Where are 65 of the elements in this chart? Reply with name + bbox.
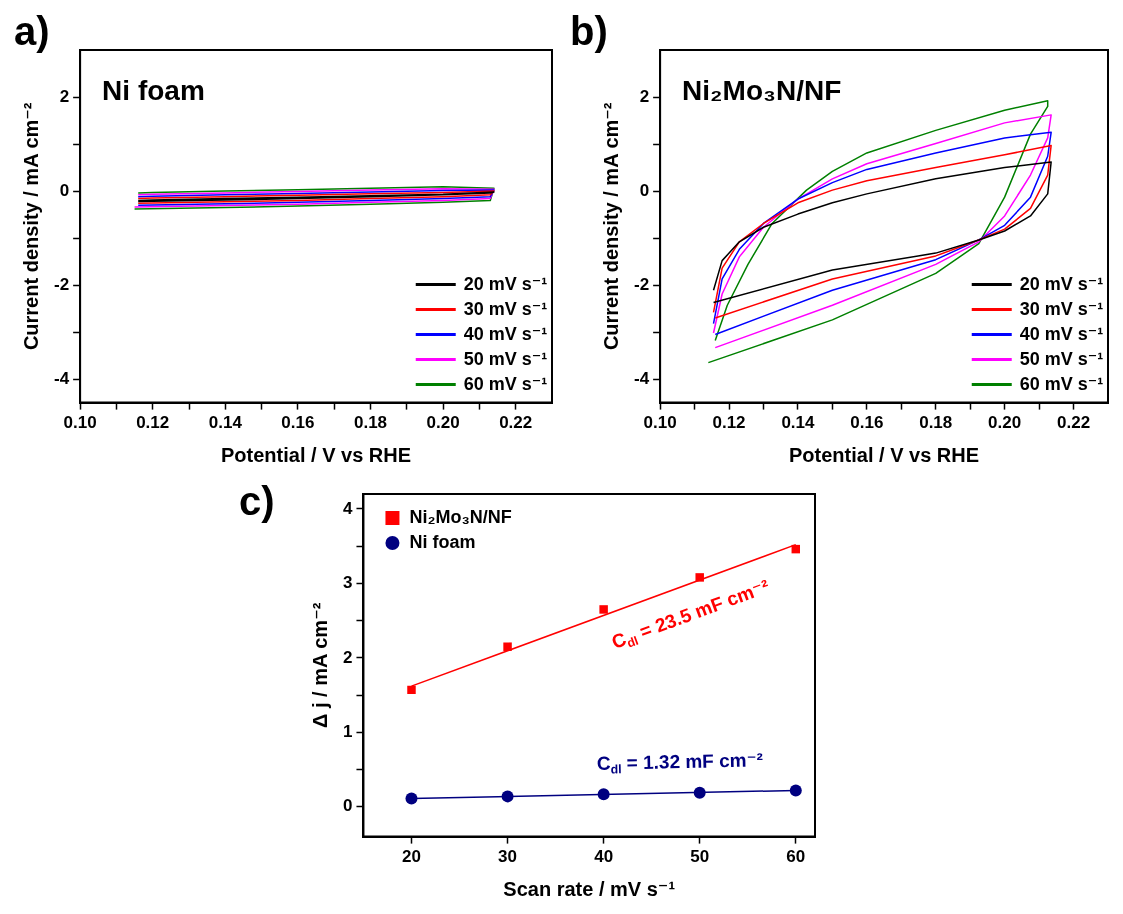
x-tick-label: 0.22 (1057, 413, 1091, 433)
x-axis-title: Potential / V vs RHE (789, 443, 980, 466)
y-tick-label: -2 (53, 274, 70, 294)
x-tick-label: 0.12 (136, 413, 170, 433)
text: a) (14, 9, 50, 54)
x-tick-label: 0.14 (208, 413, 243, 433)
x-axis-title: Scan rate / mV s⁻¹ (503, 877, 676, 900)
y-tick-label: 2 (639, 86, 650, 106)
legend-label: 40 mV s⁻¹ (463, 323, 548, 344)
x-tick-label: 40 (594, 847, 614, 867)
x-tick-label: 0.18 (919, 413, 953, 433)
y-axis-title: Current density / mA cm⁻² (599, 102, 622, 351)
text: c) (239, 479, 275, 524)
y-tick-label: 2 (59, 86, 70, 106)
y-axis-title: Δ j / mA cm⁻² (308, 602, 331, 728)
x-tick-label: 0.10 (63, 413, 97, 433)
y-tick-label: 0 (59, 180, 70, 200)
legend-label: 50 mV s⁻¹ (463, 348, 548, 369)
y-tick-label: 4 (342, 498, 353, 518)
x-tick-label: 0.20 (988, 413, 1022, 433)
x-tick-label: 50 (690, 847, 710, 867)
x-axis-title: Potential / V vs RHE (221, 443, 412, 466)
text: Ni foam (102, 74, 205, 106)
y-axis-title: Current density / mA cm⁻² (19, 102, 42, 351)
legend-label: 30 mV s⁻¹ (1019, 298, 1104, 319)
legend-label: 50 mV s⁻¹ (1019, 348, 1104, 369)
x-tick-label: 0.16 (281, 413, 315, 433)
legend-label: Ni₂Mo₃N/NF (409, 506, 512, 527)
point (599, 605, 608, 614)
legend-label: 60 mV s⁻¹ (1019, 373, 1104, 394)
legend-label: 20 mV s⁻¹ (1019, 273, 1104, 294)
x-tick-label: 30 (498, 847, 518, 867)
point (501, 790, 514, 803)
x-tick-label: 0.14 (781, 413, 816, 433)
text: b) (570, 9, 608, 54)
y-tick-label: 3 (342, 573, 353, 593)
x-tick-label: 0.12 (712, 413, 746, 433)
point (789, 784, 802, 797)
point (695, 573, 704, 582)
x-tick-label: 0.22 (499, 413, 533, 433)
point (597, 788, 610, 801)
legend-label: 30 mV s⁻¹ (463, 298, 548, 319)
x-tick-label: 20 (402, 847, 421, 867)
legend-label: 20 mV s⁻¹ (463, 273, 548, 294)
annotation: Cdl = 23.5 mF cm⁻² (608, 575, 773, 653)
legend-label: 40 mV s⁻¹ (1019, 323, 1104, 344)
x-tick-label: 0.18 (353, 413, 388, 433)
y-tick-label: -4 (53, 368, 70, 388)
legend-label: Ni foam (409, 531, 476, 552)
y-tick-label: 0 (342, 796, 353, 816)
x-tick-label: 0.20 (426, 413, 460, 433)
y-tick-label: -2 (633, 274, 650, 294)
point (405, 792, 418, 805)
x-tick-label: 0.16 (850, 413, 884, 433)
y-tick-label: 0 (639, 180, 650, 200)
text: Ni₂Mo₃N/NF (682, 74, 842, 106)
legend-label: 60 mV s⁻¹ (463, 373, 548, 394)
y-tick-label: 2 (342, 647, 353, 667)
point (407, 685, 416, 695)
y-tick-label: 1 (342, 722, 353, 742)
x-tick-label: 0.10 (643, 413, 677, 433)
x-tick-label: 60 (786, 847, 806, 867)
point (503, 642, 512, 651)
y-tick-label: -4 (633, 368, 650, 388)
point (693, 786, 706, 799)
